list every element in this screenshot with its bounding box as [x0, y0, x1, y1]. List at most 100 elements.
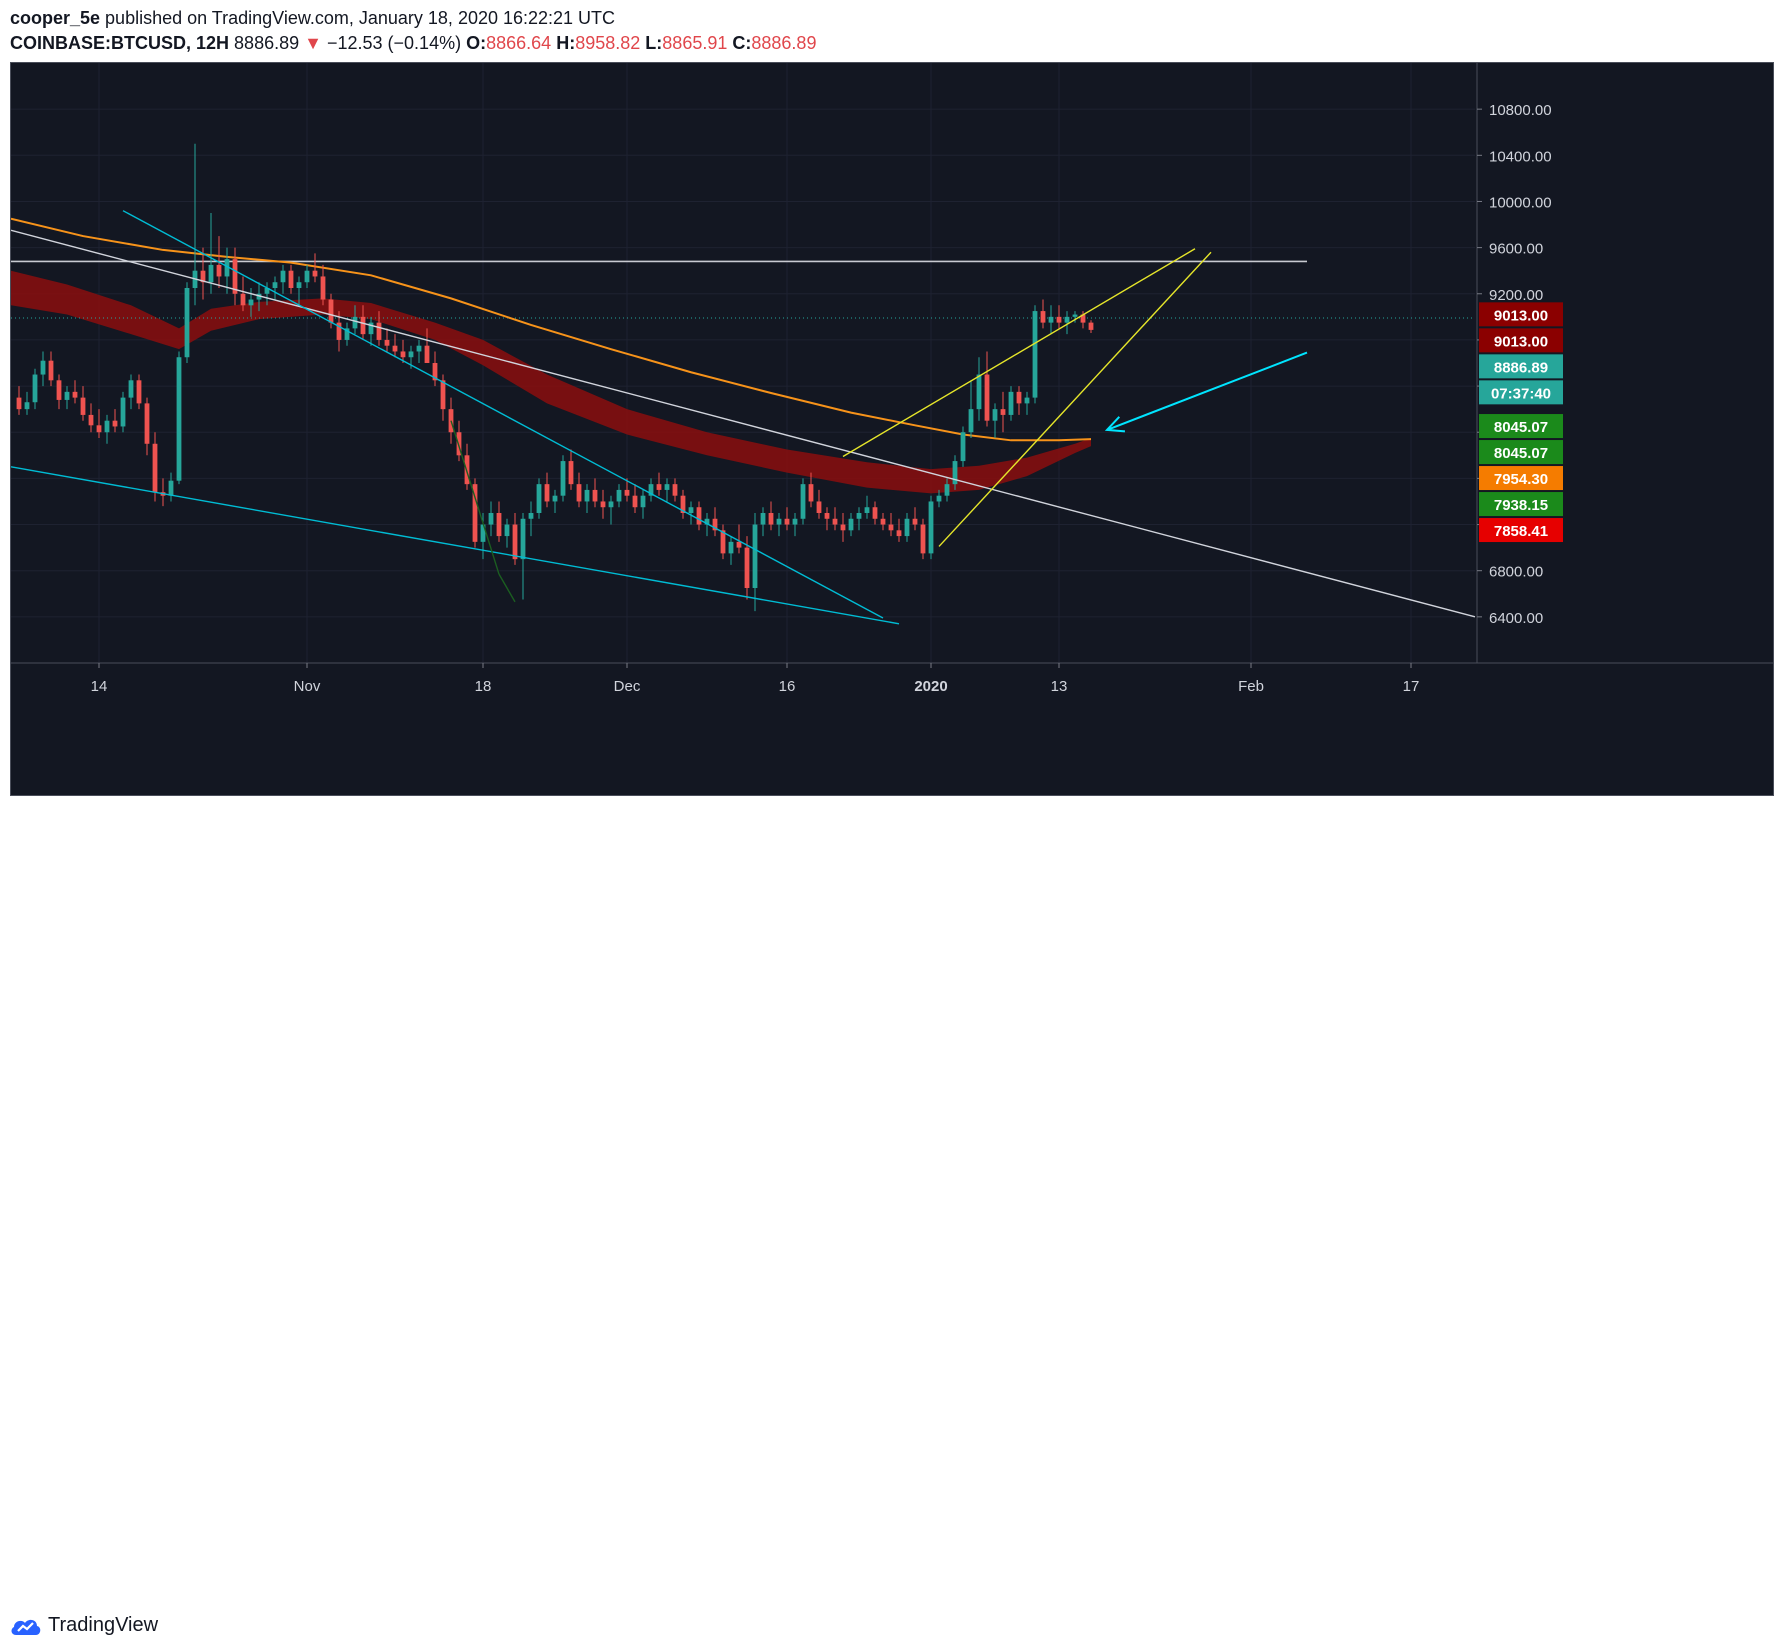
price-label-text: 07:37:40: [1491, 385, 1551, 402]
trendline-green-seg-1: [450, 420, 500, 575]
price-axis-label: 9600.00: [1489, 241, 1543, 258]
candle-body: [344, 328, 350, 340]
candle-body: [1016, 391, 1022, 404]
annotation-arrow-head: [1104, 416, 1126, 433]
candle-body: [992, 409, 998, 421]
candle-body: [352, 316, 358, 329]
time-axis-label: 13: [1051, 678, 1068, 695]
candle-body: [176, 357, 182, 481]
candle-body: [408, 351, 414, 358]
candle-body: [384, 339, 390, 346]
candle-body: [1064, 316, 1070, 323]
candle-body: [256, 293, 262, 300]
trendline-cyan-lower: [11, 466, 900, 625]
high-value: 8958.82: [575, 33, 641, 53]
price-axis-label: 10000.00: [1489, 194, 1552, 211]
candle-body: [528, 513, 534, 519]
trendline-green-seg-2: [498, 573, 516, 603]
candle-body: [1088, 322, 1094, 330]
price-axis-label: 6400.00: [1489, 610, 1543, 627]
candle-body: [480, 524, 486, 542]
candle-body: [960, 432, 966, 462]
candle-body: [760, 513, 766, 525]
candle-body: [792, 518, 798, 525]
candle-body: [904, 518, 910, 537]
candle-body: [968, 409, 974, 433]
candle-body: [656, 484, 662, 490]
candle-body: [80, 397, 86, 415]
time-axis-label: 14: [91, 678, 108, 695]
candle-body: [752, 524, 758, 588]
price-label-box: [1479, 466, 1563, 491]
candle-body: [200, 270, 206, 283]
trendline-wedge-upper: [842, 248, 1196, 458]
candle-body: [32, 374, 38, 403]
candle-body: [232, 259, 238, 294]
candle-body: [928, 501, 934, 554]
candle-body: [504, 524, 510, 537]
candle-body: [64, 391, 70, 400]
candle-body: [544, 484, 550, 502]
open-value: 8866.64: [486, 33, 552, 53]
price-axis-label: 10400.00: [1489, 148, 1552, 165]
candle-body: [48, 360, 54, 381]
candle-body: [472, 484, 478, 542]
candle-body: [1008, 391, 1014, 415]
candle-body: [520, 518, 526, 560]
candle-body: [296, 282, 302, 288]
plot-background: [11, 63, 1475, 663]
candle-body: [584, 489, 590, 502]
candle-body: [152, 443, 158, 493]
candle-body: [664, 484, 670, 490]
price-axis-label: 10800.00: [1489, 102, 1552, 119]
candle-body: [72, 391, 78, 398]
candle-body: [984, 374, 990, 421]
candle-body: [1000, 409, 1006, 415]
trendline-wedge-lower: [938, 251, 1212, 547]
candle-body: [96, 425, 102, 433]
candle-body: [288, 270, 294, 288]
symbol-name[interactable]: COINBASE:BTCUSD, 12H: [10, 33, 230, 53]
candle-body: [488, 513, 494, 525]
candle-body: [304, 270, 310, 283]
time-axis-label: Dec: [614, 678, 641, 695]
price-label-text: 9013.00: [1494, 333, 1548, 350]
candle-body: [936, 495, 942, 502]
candle-body: [592, 489, 598, 502]
tradingview-logo[interactable]: TradingView: [10, 1614, 158, 1637]
candle-body: [1080, 314, 1086, 323]
published-text: published on TradingView.com, January 18…: [100, 8, 616, 28]
candle-body: [736, 541, 742, 548]
close-value: 8886.89: [751, 33, 817, 53]
time-axis-label: 18: [475, 678, 492, 695]
candle-body: [568, 461, 574, 485]
candle-body: [280, 270, 286, 283]
chart-area[interactable]: 10800.00 10400.00 10000.00 9600.00 9200.00 88…: [10, 62, 1774, 796]
candle-body: [120, 397, 126, 427]
price-label-box: [1479, 518, 1563, 543]
candle-body: [368, 322, 374, 335]
price-chart[interactable]: 10800.00 10400.00 10000.00 9600.00 9200.00 88…: [11, 63, 1773, 795]
candle-body: [608, 501, 614, 508]
tradingview-cloud-icon: [11, 1619, 41, 1635]
candle-body: [424, 345, 430, 363]
candle-body: [496, 513, 502, 537]
candle-body: [976, 374, 982, 410]
chart-header: cooper_5e published on TradingView.com, …: [0, 0, 1783, 62]
price-label-box: [1479, 440, 1563, 465]
candle-body: [880, 518, 886, 525]
candle-body: [680, 495, 686, 513]
candle-body: [536, 484, 542, 513]
price-label-text: 9013.00: [1494, 307, 1548, 324]
author-name[interactable]: cooper_5e: [10, 8, 101, 28]
candle-body: [816, 501, 822, 513]
high-label: H:: [556, 33, 576, 53]
candle-body: [128, 380, 134, 398]
candle-body: [1040, 311, 1046, 323]
candle-body: [912, 518, 918, 525]
candle-body: [312, 270, 318, 277]
candle-body: [888, 524, 894, 531]
candle-body: [840, 524, 846, 531]
candle-body: [552, 495, 558, 502]
candle-body: [1072, 314, 1078, 317]
